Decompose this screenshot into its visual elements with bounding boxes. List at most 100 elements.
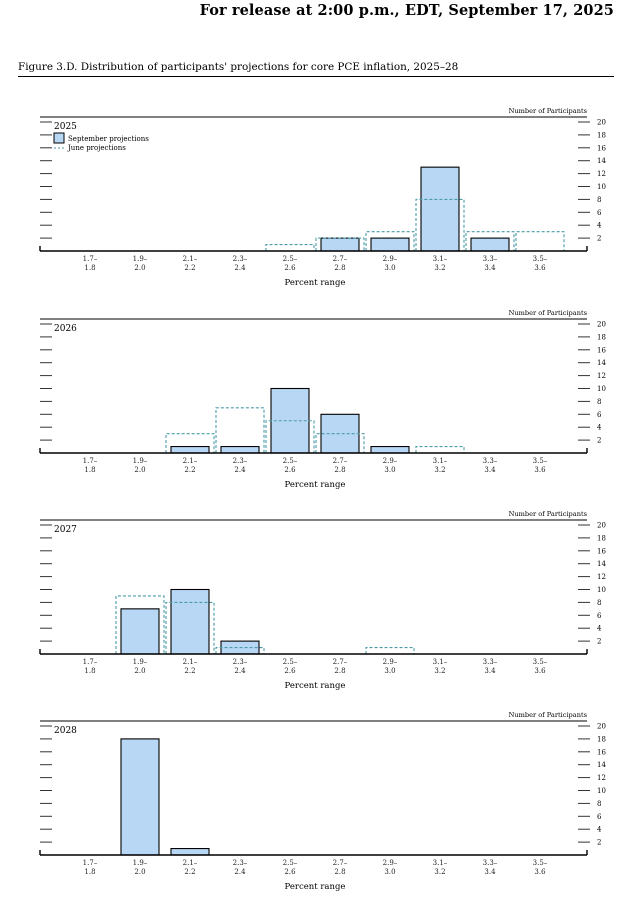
y-tick-label: 14 <box>597 157 606 165</box>
x-tick-label-top: 3.3– <box>483 255 498 263</box>
x-tick-label-top: 1.9– <box>133 658 148 666</box>
y-tick-label: 2 <box>597 437 601 445</box>
y-tick-label: 4 <box>597 424 602 432</box>
x-tick-label-top: 1.7– <box>83 255 98 263</box>
june-outline <box>415 198 465 251</box>
x-tick-label-top: 1.7– <box>83 658 98 666</box>
x-tick-label-top: 2.1– <box>183 255 198 263</box>
x-tick-label-bottom: 2.6 <box>284 667 296 675</box>
june-outline <box>365 231 415 251</box>
legend-september-swatch <box>53 132 65 144</box>
x-tick-label-top: 2.1– <box>183 658 198 666</box>
x-tick-label-top: 2.7– <box>333 859 348 867</box>
x-tick-label-top: 2.3– <box>233 658 248 666</box>
june-outline <box>465 231 515 251</box>
x-tick-label-bottom: 3.6 <box>534 868 546 876</box>
y-tick-label: 6 <box>597 209 602 217</box>
x-tick-label-bottom: 3.0 <box>384 868 395 876</box>
y-tick-label: 12 <box>597 170 606 178</box>
x-axis-label: Percent range <box>285 278 346 288</box>
june-outline <box>165 433 215 453</box>
chart-2027: Number of Participants 2027 2 4 6 8 10 12 14 16 18… <box>39 510 606 691</box>
x-tick-label-bottom: 3.0 <box>384 264 395 272</box>
y-axis-label: Number of Participants <box>509 711 588 719</box>
y-tick-label: 10 <box>597 586 606 594</box>
june-outline <box>265 244 315 251</box>
x-tick-label-bottom: 2.0 <box>134 667 145 675</box>
x-tick-label-top: 2.9– <box>383 255 398 263</box>
y-tick-label: 10 <box>597 385 606 393</box>
release-notice: For release at 2:00 p.m., EDT, September… <box>199 2 614 19</box>
x-tick-label-bottom: 3.2 <box>434 868 445 876</box>
june-outline <box>415 446 465 453</box>
x-tick-label-bottom: 2.2 <box>184 264 195 272</box>
september-bar <box>370 446 410 454</box>
y-tick-label: 4 <box>597 222 602 230</box>
y-tick-label: 18 <box>597 735 606 743</box>
title-divider <box>18 76 614 77</box>
x-tick-label-top: 3.3– <box>483 658 498 666</box>
x-tick-label-bottom: 3.0 <box>384 667 395 675</box>
y-tick-label: 14 <box>597 761 606 769</box>
x-tick-label-bottom: 3.4 <box>484 466 496 474</box>
year-label: 2028 <box>54 726 77 736</box>
chart-2028: Number of Participants 2028 2 4 6 8 10 12 14 16 18… <box>39 711 606 892</box>
june-outline <box>115 595 165 654</box>
x-tick-label-bottom: 2.8 <box>334 667 345 675</box>
x-tick-label-bottom: 3.6 <box>534 667 546 675</box>
y-tick-label: 18 <box>597 131 606 139</box>
y-tick-label: 4 <box>597 625 602 633</box>
x-tick-label-bottom: 2.8 <box>334 868 345 876</box>
x-axis-label: Percent range <box>285 480 346 490</box>
x-tick-label-bottom: 3.4 <box>484 264 496 272</box>
y-tick-label: 20 <box>597 119 606 127</box>
y-tick-label: 8 <box>597 599 601 607</box>
x-tick-label-top: 1.9– <box>133 457 148 465</box>
y-tick-label: 16 <box>597 547 606 555</box>
chart-2025: Number of Participants 2025 2 4 6 8 10 12 14 16 18… <box>39 107 606 288</box>
y-tick-label: 16 <box>597 144 606 152</box>
year-label: 2027 <box>54 525 77 535</box>
june-outline <box>215 647 265 654</box>
x-tick-label-bottom: 3.0 <box>384 466 395 474</box>
y-tick-label: 6 <box>597 813 602 821</box>
y-tick-label: 4 <box>597 826 602 834</box>
september-bar <box>470 237 510 252</box>
june-outline <box>315 237 365 251</box>
x-tick-label-top: 3.1– <box>433 255 448 263</box>
y-tick-label: 12 <box>597 372 606 380</box>
year-label: 2026 <box>54 324 77 334</box>
september-bar <box>420 166 460 252</box>
june-outline <box>165 601 215 654</box>
x-tick-label-top: 2.3– <box>233 457 248 465</box>
y-tick-label: 20 <box>597 321 606 329</box>
september-bar <box>170 446 210 454</box>
y-tick-label: 14 <box>597 359 606 367</box>
x-tick-label-top: 3.5– <box>533 658 548 666</box>
x-tick-label-top: 2.9– <box>383 658 398 666</box>
x-tick-label-bottom: 2.0 <box>134 868 145 876</box>
x-tick-label-top: 1.7– <box>83 859 98 867</box>
y-tick-label: 6 <box>597 411 602 419</box>
x-tick-label-bottom: 1.8 <box>84 868 95 876</box>
x-tick-label-top: 3.1– <box>433 457 448 465</box>
x-tick-label-top: 3.3– <box>483 859 498 867</box>
september-bar <box>370 237 410 252</box>
x-tick-label-bottom: 2.4 <box>234 466 246 474</box>
x-tick-label-bottom: 1.8 <box>84 466 95 474</box>
x-tick-label-top: 2.5– <box>283 457 298 465</box>
x-tick-label-top: 2.9– <box>383 457 398 465</box>
x-tick-label-top: 2.3– <box>233 859 248 867</box>
y-tick-label: 6 <box>597 612 602 620</box>
y-axis-label: Number of Participants <box>509 309 588 317</box>
x-tick-label-top: 2.9– <box>383 859 398 867</box>
x-tick-label-bottom: 1.8 <box>84 667 95 675</box>
legend-june-label: June projections <box>67 144 126 152</box>
chart-panel-2025: Number of Participants 2025 2 4 6 8 10 12 14 16 18… <box>0 100 620 295</box>
x-tick-label-top: 2.7– <box>333 658 348 666</box>
y-tick-label: 2 <box>597 638 601 646</box>
september-bar <box>120 608 160 655</box>
year-label: 2025 <box>54 122 77 132</box>
september-bar <box>320 237 360 252</box>
x-tick-label-bottom: 3.2 <box>434 466 445 474</box>
